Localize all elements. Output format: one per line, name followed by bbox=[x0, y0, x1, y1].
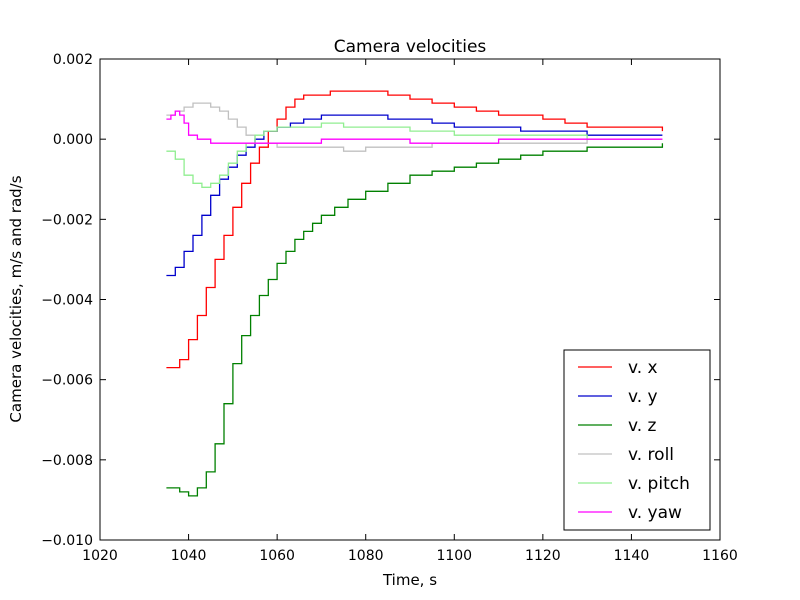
x-tick-label: 1060 bbox=[259, 548, 295, 564]
legend-label: v. yaw bbox=[628, 503, 682, 523]
x-tick-label: 1140 bbox=[614, 548, 650, 564]
y-axis-label: Camera velocities, m/s and rad/s bbox=[7, 175, 25, 422]
series-line-v-yaw bbox=[166, 110, 663, 144]
x-tick-label: 1120 bbox=[525, 548, 561, 564]
y-axis: −0.010 −0.008 −0.006 −0.004 −0.002 0.000 0.002 bbox=[41, 52, 720, 549]
legend-label: v. roll bbox=[628, 445, 674, 465]
y-tick-label: −0.008 bbox=[41, 453, 93, 469]
series-line-v-pitch bbox=[166, 122, 663, 188]
x-axis-label: Time, s bbox=[382, 571, 437, 589]
y-tick-label: −0.010 bbox=[41, 533, 93, 549]
legend-label: v. x bbox=[628, 358, 658, 378]
y-tick-label: −0.002 bbox=[41, 212, 93, 228]
x-tick-label: 1080 bbox=[348, 548, 384, 564]
legend-label: v. y bbox=[628, 387, 658, 407]
series-layer bbox=[166, 90, 664, 497]
y-tick-label: −0.004 bbox=[41, 293, 93, 309]
series-line-v-x bbox=[166, 90, 664, 369]
legend-label: v. z bbox=[628, 416, 657, 436]
chart-title: Camera velocities bbox=[334, 37, 487, 57]
y-tick-label: −0.006 bbox=[41, 373, 93, 389]
legend: v. x v. y v. z v. roll v. pitch v. yaw bbox=[563, 349, 711, 531]
x-axis: 1020 1040 1060 1080 1100 1120 1140 1160 bbox=[82, 59, 738, 564]
y-tick-label: 0.002 bbox=[53, 52, 93, 68]
legend-label: v. pitch bbox=[628, 474, 690, 494]
series-line-v-z bbox=[166, 143, 664, 497]
x-tick-label: 1040 bbox=[171, 548, 207, 564]
x-tick-label: 1020 bbox=[82, 548, 118, 564]
x-tick-label: 1100 bbox=[436, 548, 472, 564]
legend-box bbox=[563, 349, 711, 531]
y-tick-label: 0.000 bbox=[53, 132, 93, 148]
x-tick-label: 1160 bbox=[702, 548, 738, 564]
